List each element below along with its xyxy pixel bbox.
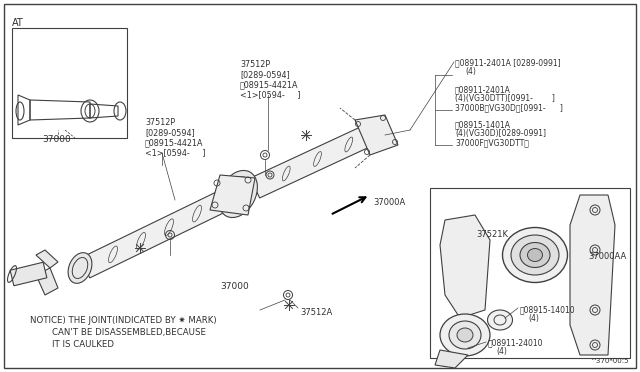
Text: (4): (4) [528, 314, 539, 323]
Polygon shape [210, 175, 255, 215]
Ellipse shape [502, 228, 568, 282]
Polygon shape [435, 350, 468, 368]
Text: ^370*00:5: ^370*00:5 [590, 358, 628, 364]
Polygon shape [570, 195, 615, 355]
Ellipse shape [440, 314, 490, 356]
Text: IT IS CAULKED: IT IS CAULKED [52, 340, 114, 349]
Text: CAN'T BE DISASSEMBLED,BECAUSE: CAN'T BE DISASSEMBLED,BECAUSE [52, 328, 206, 337]
Text: 37512P: 37512P [145, 118, 175, 127]
Ellipse shape [488, 310, 513, 330]
Ellipse shape [520, 243, 550, 267]
Ellipse shape [449, 321, 481, 349]
Ellipse shape [511, 235, 559, 275]
Ellipse shape [219, 170, 257, 218]
Text: [0289-0594]: [0289-0594] [145, 128, 195, 137]
Polygon shape [10, 262, 47, 286]
Text: 37521K: 37521K [476, 230, 508, 239]
Text: (4): (4) [465, 67, 476, 76]
Polygon shape [36, 268, 58, 295]
Bar [12, 28, 127, 138]
Text: 37000: 37000 [42, 135, 71, 144]
Text: 37512A: 37512A [300, 308, 332, 317]
Ellipse shape [527, 248, 543, 262]
Text: <1>[0594-     ]: <1>[0594- ] [240, 90, 301, 99]
Text: ⓜ08915-1401A: ⓜ08915-1401A [455, 120, 511, 129]
Text: Ⓝ08911-24010: Ⓝ08911-24010 [488, 338, 543, 347]
Text: (4): (4) [496, 347, 507, 356]
Text: NOTICE) THE JOINT(INDICATED BY ✷ MARK): NOTICE) THE JOINT(INDICATED BY ✷ MARK) [30, 316, 216, 325]
Text: ⓜ08915-14010: ⓜ08915-14010 [520, 305, 575, 314]
Text: 37512P: 37512P [240, 60, 270, 69]
Polygon shape [36, 250, 58, 268]
Text: ⓜ08915-4421A: ⓜ08915-4421A [240, 80, 298, 89]
Text: Ⓝ08911-2401A: Ⓝ08911-2401A [455, 85, 511, 94]
Text: <1>[0594-     ]: <1>[0594- ] [145, 148, 205, 157]
Text: 37000B〈VG30D〉[0991-      ]: 37000B〈VG30D〉[0991- ] [455, 103, 563, 112]
Bar [430, 188, 630, 358]
Polygon shape [250, 120, 385, 198]
Polygon shape [440, 215, 490, 318]
Ellipse shape [68, 253, 92, 283]
Text: Ⓝ08911-2401A [0289-0991]: Ⓝ08911-2401A [0289-0991] [455, 58, 561, 67]
Text: (4)(VG30DTT)[0991-        ]: (4)(VG30DTT)[0991- ] [455, 94, 555, 103]
Text: ⓜ08915-4421A: ⓜ08915-4421A [145, 138, 204, 147]
Polygon shape [355, 115, 398, 155]
Text: 37000F〈VG30DTT〉: 37000F〈VG30DTT〉 [455, 138, 529, 147]
Text: 37000: 37000 [220, 282, 249, 291]
Ellipse shape [457, 328, 473, 342]
Text: [0289-0594]: [0289-0594] [240, 70, 290, 79]
Text: 37000AA: 37000AA [588, 252, 627, 261]
Polygon shape [80, 190, 230, 278]
Text: (4)(VG30D)[0289-0991]: (4)(VG30D)[0289-0991] [455, 129, 546, 138]
Text: AT: AT [12, 18, 24, 28]
Text: 37000A: 37000A [373, 198, 405, 207]
